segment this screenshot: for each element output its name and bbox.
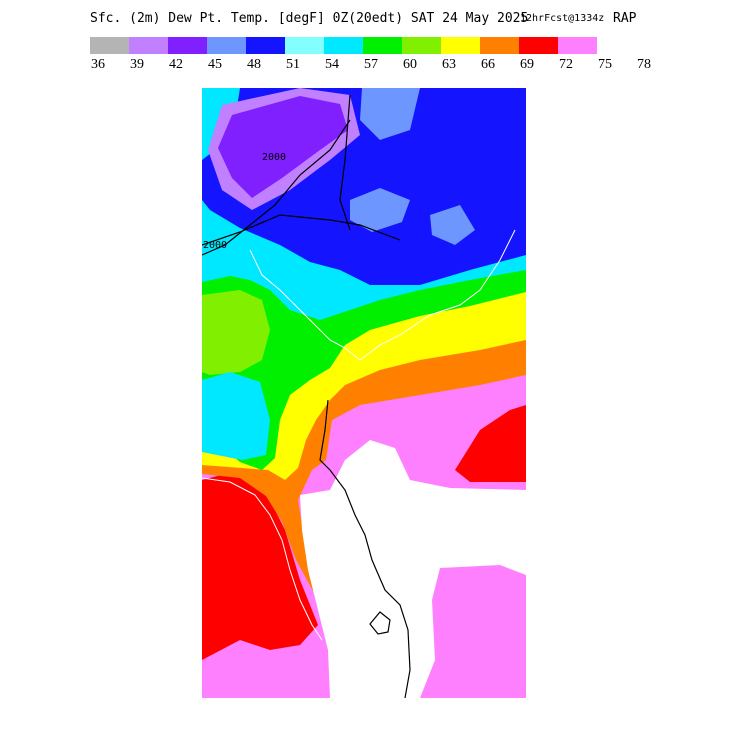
region: [202, 290, 270, 375]
forecast-time: 12hrFcst@1334z: [520, 13, 604, 24]
legend-label: 48: [247, 57, 261, 72]
region: [202, 470, 318, 660]
legend-label: 57: [364, 57, 378, 72]
state-border: [319, 399, 411, 698]
legend-swatch: [246, 37, 285, 54]
legend-swatch: [90, 37, 129, 54]
state-border: [202, 214, 401, 246]
legend-label: 69: [520, 57, 534, 72]
legend-label: 66: [481, 57, 495, 72]
region: [350, 188, 410, 232]
legend-swatch: [168, 37, 207, 54]
contour-label: 2000: [203, 240, 227, 251]
region: [430, 205, 475, 245]
region: [218, 96, 348, 198]
legend-label: 36: [91, 57, 105, 72]
legend-swatch: [363, 37, 402, 54]
color-legend: 36 39 42 45 48 51 54 57 60 63 66 69 72 75 78: [90, 37, 651, 72]
lake: [369, 611, 391, 635]
legend-swatch: [402, 37, 441, 54]
state-border: [339, 94, 351, 231]
legend-swatch: [129, 37, 168, 54]
legend-swatch: [558, 37, 597, 54]
legend-label: 51: [286, 57, 300, 72]
legend-swatch: [441, 37, 480, 54]
legend-swatch: [519, 37, 558, 54]
legend-label: 39: [130, 57, 144, 72]
legend-label: 42: [169, 57, 183, 72]
coastline: [249, 229, 516, 361]
region: [455, 405, 526, 482]
region: [202, 372, 270, 460]
model-name: RAP: [613, 11, 637, 26]
legend-swatch: [480, 37, 519, 54]
legend-label: 78: [637, 57, 651, 72]
legend-label: 60: [403, 57, 417, 72]
contour-line: [202, 119, 351, 256]
legend-label: 75: [598, 57, 612, 72]
region-above-78: [300, 440, 526, 698]
map-title: Sfc. (2m) Dew Pt. Temp. [degF] 0Z(20edt)…: [90, 11, 528, 26]
contour-label: 2000: [262, 152, 286, 163]
legend-label: 72: [559, 57, 573, 72]
coastline: [202, 477, 323, 641]
legend-label: 54: [325, 57, 339, 72]
legend-swatch: [285, 37, 324, 54]
legend-label: 45: [208, 57, 222, 72]
legend-label: 63: [442, 57, 456, 72]
region: [360, 88, 420, 140]
legend-swatch: [324, 37, 363, 54]
legend-swatch: [207, 37, 246, 54]
map: 2000 2000: [202, 88, 526, 698]
